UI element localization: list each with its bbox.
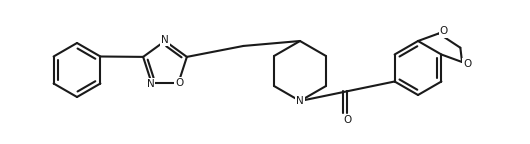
Text: O: O — [343, 115, 351, 125]
Text: O: O — [175, 78, 183, 88]
Text: N: N — [161, 35, 169, 45]
Text: N: N — [147, 79, 154, 89]
Text: O: O — [463, 59, 471, 69]
Text: N: N — [296, 96, 304, 106]
Text: O: O — [439, 26, 448, 36]
